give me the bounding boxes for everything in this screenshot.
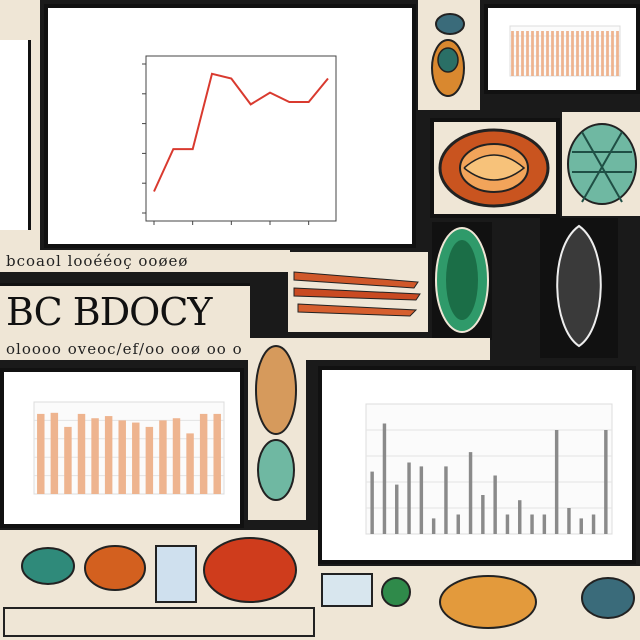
plot-area (33, 401, 225, 495)
bar (186, 433, 194, 494)
bar (118, 420, 126, 494)
leaf-icon (435, 227, 489, 333)
bar (456, 514, 460, 534)
bar (199, 413, 208, 494)
top-right-bar-panel (484, 4, 640, 94)
bar (505, 514, 510, 534)
bar (493, 475, 497, 534)
bar (213, 413, 221, 494)
bottom-right-bar-panel (318, 366, 636, 564)
bar (518, 500, 522, 534)
bar (546, 31, 549, 76)
title-band: BC BDOCY (0, 283, 250, 341)
bar (145, 426, 154, 494)
bar (37, 413, 45, 494)
left-edge-panel (0, 0, 40, 250)
bar (511, 31, 514, 76)
bar (586, 31, 589, 76)
bar (468, 452, 473, 534)
bar (611, 31, 614, 76)
bar (531, 31, 534, 76)
bar (526, 31, 529, 76)
bread-tile (248, 340, 306, 520)
bar (581, 31, 584, 76)
bar (395, 484, 399, 534)
line-chart-panel (44, 4, 416, 248)
pinecone-icon (431, 13, 465, 97)
bar (601, 31, 604, 76)
bar (481, 495, 485, 534)
bar (516, 31, 519, 76)
bar (591, 31, 594, 76)
corn-icon (556, 224, 602, 348)
bar (159, 420, 167, 494)
bar (77, 413, 86, 494)
bar (616, 31, 619, 76)
bar (596, 31, 599, 76)
bottom-left-bar-panel (0, 368, 244, 528)
bar (431, 518, 436, 534)
bar (419, 466, 424, 534)
bar (530, 514, 534, 534)
bar (541, 31, 544, 76)
carrots-tile (288, 252, 428, 332)
bird-icon (321, 573, 635, 629)
mesh-tile (562, 112, 640, 216)
bar (606, 31, 609, 76)
bar (571, 31, 574, 76)
bottom-strip (0, 530, 318, 640)
bar (554, 430, 559, 534)
bar (521, 31, 524, 76)
bar (382, 423, 387, 534)
bar (576, 31, 579, 76)
bar (91, 418, 99, 494)
bar (172, 418, 181, 494)
orange-bar-chart (33, 401, 225, 495)
text-strip-top: bcoaol looééoç ooøeø (0, 250, 290, 272)
bar (567, 508, 571, 534)
bar (591, 514, 596, 534)
gray-bar-chart (365, 403, 613, 535)
line-chart (142, 55, 337, 225)
pinecone-tile (418, 0, 480, 110)
tomato-tile (430, 118, 560, 218)
line-series (153, 72, 329, 192)
bottom-right-strip (318, 566, 640, 640)
bread-icon (255, 345, 297, 501)
bar (50, 412, 59, 494)
collage-title: BC BDOCY (6, 290, 212, 334)
bar (542, 514, 547, 534)
bar (370, 471, 374, 534)
bar (536, 31, 539, 76)
bar (579, 518, 583, 534)
broccoli-icon (567, 123, 637, 205)
top-right-bar-chart (509, 25, 621, 77)
peach-illustration (438, 128, 550, 208)
bar (566, 31, 569, 76)
bar (561, 31, 564, 76)
bar (604, 430, 608, 534)
bar (104, 416, 113, 494)
bar (132, 422, 140, 494)
leaf-tile (432, 222, 492, 340)
plot-area (145, 55, 337, 222)
plot-area (365, 403, 613, 535)
text-strip-mid: oloooo oveoc/ef/oo ooø oo o (0, 338, 490, 360)
bar (551, 31, 554, 76)
bar (444, 466, 448, 534)
carrots-illustration (293, 271, 421, 317)
bar (407, 462, 411, 534)
corn-tile (540, 218, 618, 358)
bar (556, 31, 559, 76)
bar (64, 426, 72, 494)
fish-illustration (3, 537, 315, 637)
